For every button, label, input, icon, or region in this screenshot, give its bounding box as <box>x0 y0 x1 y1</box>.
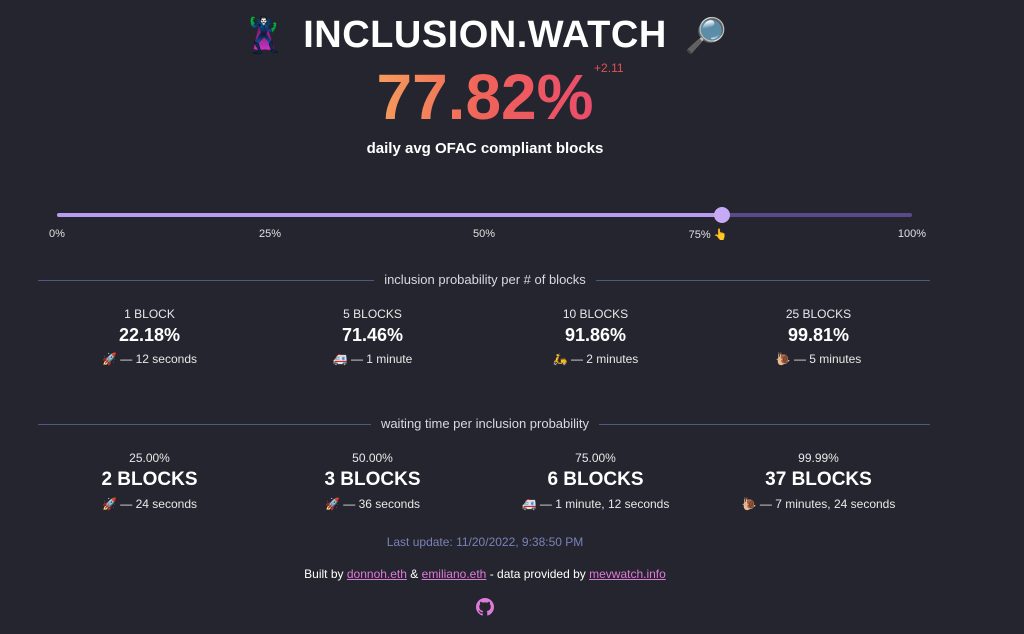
wait-probability: 25.00% <box>129 451 170 465</box>
compliance-delta: +2.11 <box>594 61 624 75</box>
wait-stat-25: 25.00% 2 BLOCKS 🚀 — 24 seconds <box>38 451 261 511</box>
github-icon[interactable] <box>476 598 494 616</box>
section2-label-text: waiting time per inclusion probability <box>370 416 600 431</box>
ampersand: & <box>410 567 419 581</box>
built-by-text: Built by <box>304 567 344 581</box>
block-stat-10: 10 BLOCKS 91.86% 🛵 — 2 minutes <box>484 307 707 366</box>
slider-tick-25: 25% <box>258 228 282 240</box>
block-count: 5 BLOCKS <box>343 307 402 321</box>
villain-emoji-icon: 🦹 <box>242 16 286 55</box>
wait-time: 🚀 — 24 seconds <box>102 497 197 511</box>
block-probability: 22.18% <box>118 325 181 345</box>
wait-blocks: 6 BLOCKS <box>547 469 644 490</box>
wait-blocks: 2 BLOCKS <box>101 469 198 490</box>
footer: Built by donnoh.eth & emiliano.eth - dat… <box>0 567 970 581</box>
wait-time: 🚀 — 36 seconds <box>325 497 420 511</box>
block-probability: 91.86% <box>564 325 627 345</box>
slider-tick-50: 50% <box>472 228 496 240</box>
author1-link[interactable]: donnoh.eth <box>346 567 407 581</box>
section2-row: 25.00% 2 BLOCKS 🚀 — 24 seconds 50.00% 3 … <box>38 451 930 511</box>
header: 🦹 INCLUSION.WATCH 🔎 <box>0 14 970 57</box>
section2-label: waiting time per inclusion probability <box>0 416 970 431</box>
section1-label: inclusion probability per # of blocks <box>0 272 970 287</box>
wait-stat-50: 50.00% 3 BLOCKS 🚀 — 36 seconds <box>261 451 484 511</box>
block-time: 🚀 — 12 seconds <box>102 352 197 366</box>
wait-stat-75: 75.00% 6 BLOCKS 🚑 — 1 minute, 12 seconds <box>484 451 707 511</box>
wait-probability: 50.00% <box>352 451 393 465</box>
wait-time: 🚑 — 1 minute, 12 seconds <box>521 497 670 511</box>
author2-link[interactable]: emiliano.eth <box>421 567 487 581</box>
section1-label-text: inclusion probability per # of blocks <box>374 272 596 287</box>
block-time: 🚑 — 1 minute <box>332 352 413 366</box>
compliance-subtitle: daily avg OFAC compliant blocks <box>366 140 604 158</box>
wait-probability: 99.99% <box>798 451 839 465</box>
wait-stat-9999: 99.99% 37 BLOCKS 🐌 — 7 minutes, 24 secon… <box>707 451 930 511</box>
block-stat-1: 1 BLOCK 22.18% 🚀 — 12 seconds <box>38 307 261 366</box>
block-time: 🐌 — 5 minutes <box>775 352 862 366</box>
compliance-slider[interactable] <box>57 207 912 223</box>
block-probability: 71.46% <box>341 325 404 345</box>
block-count: 1 BLOCK <box>124 307 175 321</box>
slider-tick-0: 0% <box>49 228 65 240</box>
block-count: 25 BLOCKS <box>785 307 852 321</box>
block-probability: 99.81% <box>787 325 850 345</box>
slider-fill <box>57 213 723 217</box>
wait-time: 🐌 — 7 minutes, 24 seconds <box>741 497 896 511</box>
compliance-percentage: 77.82% +2.11 <box>376 61 623 133</box>
last-update: Last update: 11/20/2022, 9:38:50 PM <box>386 535 584 549</box>
wait-blocks: 37 BLOCKS <box>765 469 872 490</box>
block-stat-25: 25 BLOCKS 99.81% 🐌 — 5 minutes <box>707 307 930 366</box>
hero: 77.82% +2.11 daily avg OFAC compliant bl… <box>0 61 970 158</box>
magnifier-emoji-icon: 🔎 <box>684 16 728 55</box>
compliance-value: 77.82% <box>376 61 594 133</box>
slider-tick-100: 100% <box>897 228 927 240</box>
data-provided-text: - data provided by <box>489 567 586 581</box>
section1-row: 1 BLOCK 22.18% 🚀 — 12 seconds 5 BLOCKS 7… <box>38 307 930 366</box>
slider-tick-75: 75% 👆 <box>688 229 728 241</box>
slider-thumb[interactable] <box>714 207 731 223</box>
block-time: 🛵 — 2 minutes <box>552 352 639 366</box>
wait-blocks: 3 BLOCKS <box>324 469 421 490</box>
site-title: INCLUSION.WATCH <box>303 14 667 56</box>
wait-probability: 75.00% <box>575 451 616 465</box>
block-stat-5: 5 BLOCKS 71.46% 🚑 — 1 minute <box>261 307 484 366</box>
block-count: 10 BLOCKS <box>562 307 629 321</box>
source-link[interactable]: mevwatch.info <box>589 567 666 581</box>
